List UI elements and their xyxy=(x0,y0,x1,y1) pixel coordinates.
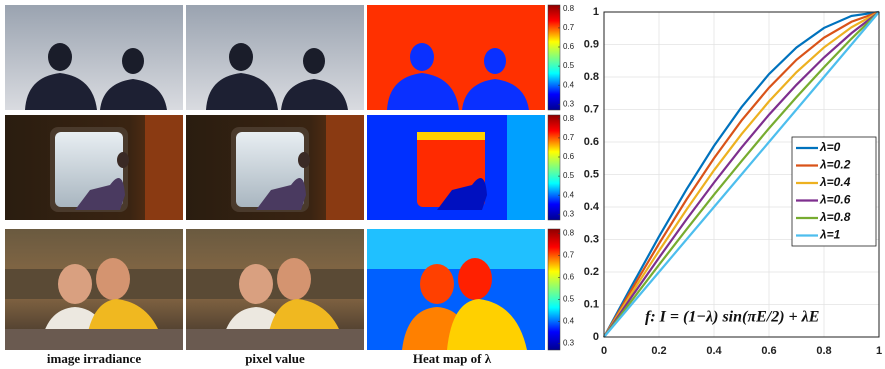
x-tick-label: 0.6 xyxy=(761,345,776,357)
image-irradiance-3 xyxy=(5,229,183,350)
image-irradiance-1 xyxy=(5,5,183,110)
heat-map-3 xyxy=(367,229,545,350)
formula: f: I = (1−λ) sin(πE/2) + λE xyxy=(645,309,819,326)
legend-label: λ=0.2 xyxy=(819,158,851,172)
x-tick-label: 0.4 xyxy=(706,345,722,357)
colorbar-tick-label: 0.3 xyxy=(563,339,575,348)
colorbar-tick-label: 0.4 xyxy=(563,190,575,199)
caption: image irradiance xyxy=(47,351,141,366)
colorbar-tick-label: 0.8 xyxy=(563,229,575,238)
y-tick-label: 0.4 xyxy=(584,201,600,213)
colorbar xyxy=(548,229,560,350)
legend-label: λ=0.4 xyxy=(819,175,851,189)
colorbar-tick-label: 0.5 xyxy=(563,295,575,304)
caption: pixel value xyxy=(245,351,305,366)
colorbar-tick-label: 0.3 xyxy=(563,209,575,218)
legend-label: λ=0 xyxy=(819,140,841,154)
legend-label: λ=1 xyxy=(819,228,841,242)
colorbar-tick-label: 0.5 xyxy=(563,61,575,70)
y-tick-label: 0.1 xyxy=(584,298,599,310)
colorbar-tick-label: 0.7 xyxy=(563,23,575,32)
colorbar-tick-label: 0.3 xyxy=(563,99,575,108)
colorbar-tick-label: 0.8 xyxy=(563,114,575,123)
colorbar-tick-label: 0.7 xyxy=(563,251,575,260)
x-tick-label: 0.8 xyxy=(816,345,831,357)
heat-map-1 xyxy=(367,5,545,110)
y-tick-label: 1 xyxy=(593,6,599,18)
y-tick-label: 0.3 xyxy=(584,233,599,245)
colorbar-tick-label: 0.6 xyxy=(563,42,575,51)
y-tick-label: 0.6 xyxy=(584,136,599,148)
colorbar-tick-label: 0.5 xyxy=(563,171,575,180)
figure: image irradiance pixel value Heat map of… xyxy=(0,0,885,369)
colorbar-tick-label: 0.8 xyxy=(563,4,575,13)
heat-map-2 xyxy=(367,115,545,220)
y-tick-label: 0.2 xyxy=(584,266,599,278)
legend-label: λ=0.6 xyxy=(819,193,851,207)
colorbar-tick-label: 0.6 xyxy=(563,273,575,282)
colorbar xyxy=(548,115,560,220)
pixel-value-2 xyxy=(186,115,364,220)
x-tick-label: 1 xyxy=(876,345,882,357)
y-tick-label: 0.9 xyxy=(584,38,599,50)
x-tick-label: 0.2 xyxy=(651,345,666,357)
pixel-value-1 xyxy=(186,5,364,110)
x-tick-label: 0 xyxy=(601,345,607,357)
colorbar-tick-label: 0.4 xyxy=(563,317,575,326)
y-tick-label: 0 xyxy=(593,331,599,343)
colorbar-tick-label: 0.7 xyxy=(563,133,575,142)
image-irradiance-2 xyxy=(5,115,183,220)
pixel-value-3 xyxy=(186,229,364,350)
y-tick-label: 0.7 xyxy=(584,103,599,115)
y-tick-label: 0.8 xyxy=(584,71,599,83)
colorbar-tick-label: 0.6 xyxy=(563,152,575,161)
legend-label: λ=0.8 xyxy=(819,210,851,224)
y-tick-label: 0.5 xyxy=(584,168,599,180)
colorbar-tick-label: 0.4 xyxy=(563,80,575,89)
caption: Heat map of λ xyxy=(413,351,492,366)
photo-grid xyxy=(5,5,545,350)
colorbar xyxy=(548,5,560,110)
